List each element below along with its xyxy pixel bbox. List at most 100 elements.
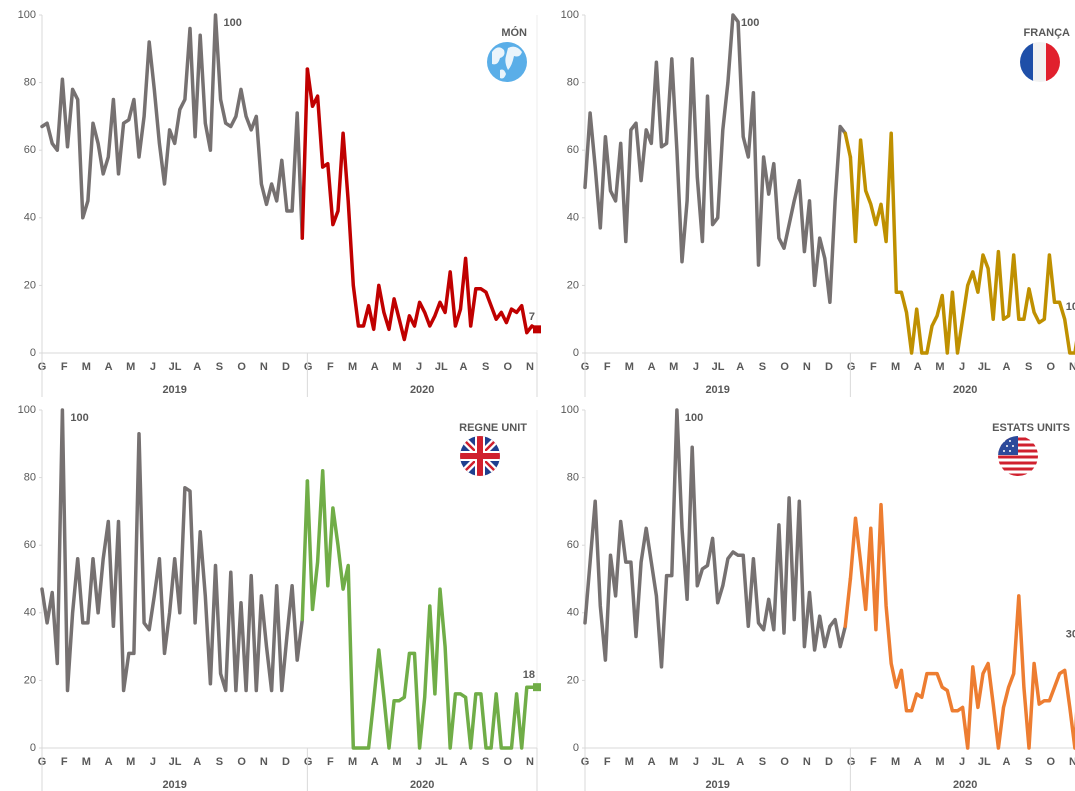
- x-tick-label: G: [304, 756, 313, 768]
- x-tick-label: A: [1002, 361, 1010, 373]
- x-tick-label: S: [1025, 756, 1032, 768]
- y-tick-label: 80: [567, 77, 579, 89]
- x-tick-label: JL: [169, 756, 182, 768]
- year-label: 2019: [705, 779, 729, 791]
- x-tick-label: S: [482, 756, 489, 768]
- series-line: [305, 469, 539, 750]
- y-tick-label: 80: [567, 472, 579, 484]
- x-tick-label: M: [935, 361, 944, 373]
- x-tick-label: JL: [978, 361, 991, 373]
- y-tick-label: 100: [18, 404, 36, 416]
- x-tick-label: N: [803, 361, 811, 373]
- x-tick-label: A: [193, 361, 201, 373]
- x-tick-label: S: [482, 361, 489, 373]
- y-tick-label: 80: [24, 472, 36, 484]
- y-tick-label: 40: [24, 212, 36, 224]
- series-line: [583, 408, 848, 669]
- x-tick-label: J: [693, 361, 699, 373]
- x-tick-label: A: [105, 361, 113, 373]
- x-tick-label: S: [759, 361, 766, 373]
- x-tick-label: O: [237, 756, 246, 768]
- x-tick-label: N: [526, 756, 534, 768]
- x-tick-label: N: [260, 361, 268, 373]
- x-tick-label: M: [935, 756, 944, 768]
- x-tick-label: M: [82, 756, 91, 768]
- x-tick-label: O: [780, 361, 789, 373]
- x-tick-label: J: [959, 361, 965, 373]
- x-tick-label: M: [625, 756, 634, 768]
- y-tick-label: 80: [24, 77, 36, 89]
- series-line: [40, 408, 305, 693]
- x-tick-label: N: [526, 361, 534, 373]
- y-tick-label: 40: [567, 607, 579, 619]
- x-tick-label: F: [604, 756, 611, 768]
- y-tick-label: 0: [30, 347, 36, 359]
- x-tick-label: J: [416, 756, 422, 768]
- x-tick-label: N: [803, 756, 811, 768]
- y-tick-label: 100: [561, 404, 579, 416]
- x-tick-label: JL: [712, 756, 725, 768]
- x-tick-label: A: [371, 361, 379, 373]
- x-tick-label: A: [736, 756, 744, 768]
- year-label: 2019: [162, 779, 186, 791]
- x-tick-label: M: [625, 361, 634, 373]
- x-tick-label: M: [392, 361, 401, 373]
- x-tick-label: G: [847, 756, 856, 768]
- x-tick-label: F: [870, 361, 877, 373]
- x-tick-label: D: [825, 756, 833, 768]
- x-tick-label: JL: [712, 361, 725, 373]
- max-label: 100: [224, 17, 242, 29]
- x-tick-label: M: [891, 361, 900, 373]
- panel-title: FRANÇA: [1024, 27, 1070, 39]
- year-label: 2020: [953, 384, 977, 396]
- x-tick-label: O: [780, 756, 789, 768]
- us-flag-icon: [998, 436, 1038, 476]
- series-connector: [300, 479, 310, 622]
- last-marker: [533, 325, 541, 334]
- last-marker: [533, 683, 541, 692]
- x-tick-label: M: [392, 756, 401, 768]
- series-connector: [843, 577, 853, 629]
- y-tick-label: 20: [567, 674, 579, 686]
- x-tick-label: J: [693, 756, 699, 768]
- x-tick-label: S: [216, 756, 223, 768]
- x-tick-label: M: [126, 756, 135, 768]
- y-tick-label: 100: [561, 9, 579, 21]
- x-tick-label: N: [260, 756, 268, 768]
- y-tick-label: 20: [567, 279, 579, 291]
- x-tick-label: F: [61, 361, 68, 373]
- x-tick-label: F: [61, 756, 68, 768]
- y-tick-label: 60: [24, 539, 36, 551]
- x-tick-label: S: [216, 361, 223, 373]
- y-tick-label: 20: [24, 279, 36, 291]
- x-tick-label: JL: [978, 756, 991, 768]
- last-label: 7: [529, 311, 535, 323]
- x-tick-label: A: [371, 756, 379, 768]
- series-line: [40, 13, 305, 240]
- x-tick-label: N: [1069, 756, 1075, 768]
- x-tick-label: M: [126, 361, 135, 373]
- x-tick-label: M: [669, 361, 678, 373]
- x-tick-label: S: [759, 756, 766, 768]
- year-label: 2019: [162, 384, 186, 396]
- x-tick-label: M: [82, 361, 91, 373]
- x-tick-label: A: [105, 756, 113, 768]
- x-tick-label: M: [891, 756, 900, 768]
- series-connector: [300, 67, 310, 240]
- series-line: [583, 13, 848, 305]
- last-label: 18: [523, 669, 535, 681]
- series-line: [848, 131, 1075, 355]
- x-tick-label: F: [327, 361, 334, 373]
- x-tick-label: D: [825, 361, 833, 373]
- panel-title: MÓN: [501, 26, 527, 39]
- max-label: 100: [70, 412, 88, 424]
- x-tick-label: F: [604, 361, 611, 373]
- x-tick-label: G: [847, 361, 856, 373]
- panel-title: ESTATS UNITS: [992, 422, 1070, 434]
- x-tick-label: A: [736, 361, 744, 373]
- panel-title: REGNE UNIT: [459, 422, 527, 434]
- x-tick-label: A: [648, 756, 656, 768]
- last-label: 30: [1066, 629, 1075, 641]
- x-tick-label: O: [237, 361, 246, 373]
- x-tick-label: A: [459, 361, 467, 373]
